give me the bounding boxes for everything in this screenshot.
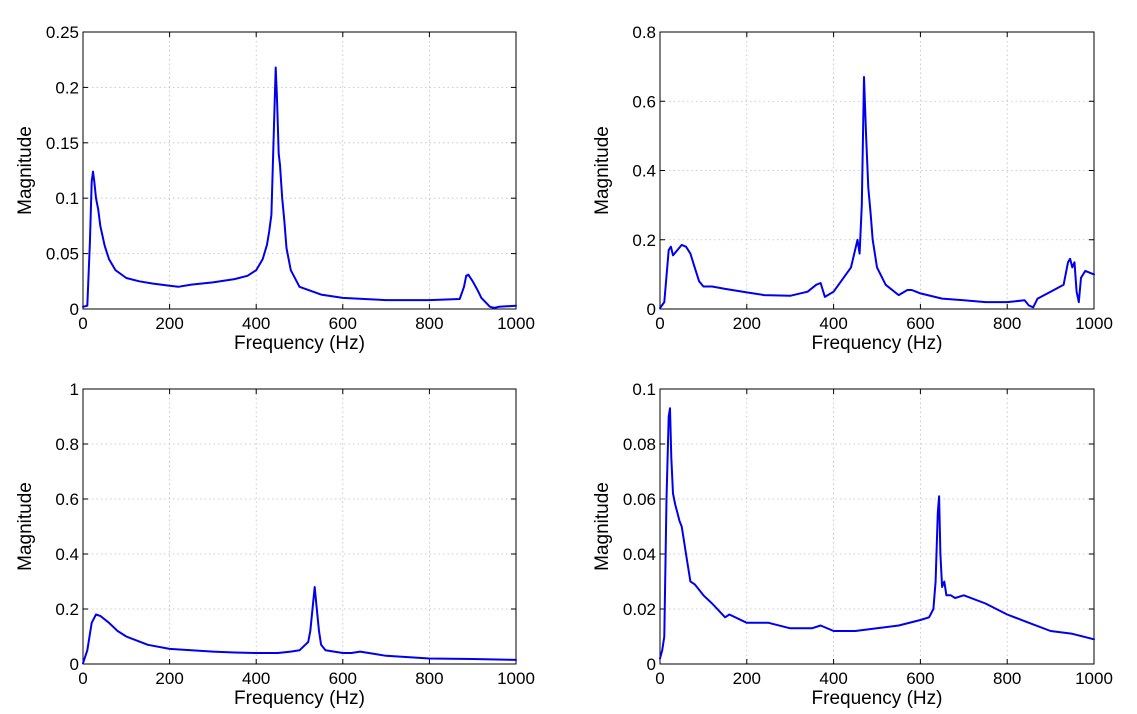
x-axis-label: Frequency (Hz) [234,688,365,709]
x-tick-label: 200 [155,669,183,688]
x-tick-label: 1000 [497,314,535,333]
y-tick-label: 0.08 [623,435,656,454]
series-line-1 [82,586,517,665]
y-tick-label: 0.2 [632,231,656,250]
y-axis-label: Magnitude [592,482,613,571]
x-tick-label: 200 [155,314,183,333]
y-tick-label: 0.1 [632,380,656,399]
y-tick-label: 0 [70,655,79,674]
subplot-3: 0 200 400 600 800 1000 0 0.2 0.4 0.6 0.8 1 Frequency… [15,380,535,709]
x-tick-label: 0 [78,669,87,688]
x-tick-label: 400 [242,669,270,688]
x-tick-label: 800 [415,314,443,333]
x-tick-label: 1000 [1075,669,1113,688]
subplot-1: 0 200 400 600 800 1000 0 0.05 0.1 0.15 0.2 0.25 Freq… [15,23,535,354]
x-tick-label: 0 [78,314,87,333]
x-tick-label: 800 [415,669,443,688]
y-tick-label: 0.6 [55,490,79,509]
x-axis-label: Frequency (Hz) [812,688,943,709]
axes-frame [82,31,517,310]
y-tick-label: 0.6 [632,92,656,111]
x-tick-label: 800 [993,314,1021,333]
y-tick-label: 0 [70,300,79,319]
x-tick-label: 0 [655,314,664,333]
x-tick-label: 200 [733,669,761,688]
axes-frame [82,388,517,665]
x-tick-label: 600 [329,669,357,688]
x-tick-label: 1000 [1075,314,1113,333]
y-tick-label: 0.8 [632,23,656,42]
y-tick-label: 0.04 [623,545,656,564]
x-tick-label: 600 [906,669,934,688]
x-tick-label: 600 [329,314,357,333]
y-axis-label: Magnitude [15,126,36,215]
x-tick-label: 0 [655,669,664,688]
y-tick-label: 0.06 [623,490,656,509]
x-tick-label: 1000 [497,669,535,688]
y-tick-label: 0.02 [623,600,656,619]
series-line-1 [82,66,517,309]
x-tick-label: 400 [819,314,847,333]
y-tick-label: 0.8 [55,435,79,454]
series-line-1 [659,407,1095,660]
y-tick-label: 0.1 [55,189,79,208]
y-tick-label: 0.05 [46,245,79,264]
x-axis-label: Frequency (Hz) [234,333,365,354]
subplot-4: 0 200 400 600 800 1000 0 0.02 0.04 0.06 0.08 0.1 Fre… [592,380,1113,709]
y-tick-label: 0.15 [46,134,79,153]
x-tick-label: 400 [819,669,847,688]
y-tick-label: 0.2 [55,600,79,619]
subplot-2: 0 200 400 600 800 1000 0 0.2 0.4 0.6 0.8 Frequency … [592,23,1113,354]
axes-frame [659,388,1095,665]
y-axis-label: Magnitude [592,126,613,215]
y-axis-label: Magnitude [15,482,36,571]
y-tick-label: 0.25 [46,23,79,42]
x-tick-label: 600 [906,314,934,333]
y-tick-label: 0.4 [55,545,79,564]
y-tick-label: 0.2 [55,78,79,97]
series-line-1 [659,76,1095,309]
y-tick-label: 0 [647,655,656,674]
x-tick-label: 400 [242,314,270,333]
x-tick-label: 200 [733,314,761,333]
x-tick-label: 800 [993,669,1021,688]
y-tick-label: 1 [70,380,79,399]
y-tick-label: 0 [647,300,656,319]
y-tick-label: 0.4 [632,162,656,181]
x-axis-label: Frequency (Hz) [812,333,943,354]
